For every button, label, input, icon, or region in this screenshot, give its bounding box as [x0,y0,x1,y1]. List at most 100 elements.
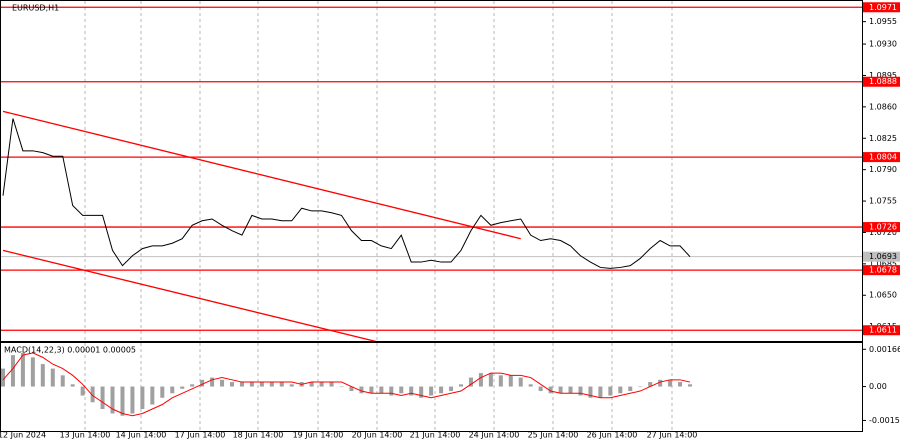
histogram-bar [678,382,683,387]
level-label: 1.0888 [869,77,897,86]
x-tick-label: 24 Jun 14:00 [469,431,520,440]
y-tick-label: 1.0650 [869,291,897,300]
level-label-box [863,152,900,163]
level-label-box [863,2,900,13]
current-price-label: 1.0693 [869,252,897,261]
histogram-bar [608,386,613,396]
histogram-bar [200,379,205,387]
histogram-bar [190,384,195,387]
histogram-bar [40,364,45,387]
histogram-bar [30,357,35,387]
y-tick-label: 1.0895 [869,71,897,80]
x-tick-label: 19 Jun 14:00 [293,431,344,440]
histogram-bar [508,375,513,387]
histogram-bar [10,355,15,387]
histogram-bar [468,377,473,387]
histogram-bar [548,386,553,394]
histogram-bar [359,386,364,394]
price-line [2,118,691,269]
histogram-bar [140,386,145,409]
trend-line [2,249,377,341]
level-label: 1.0726 [869,223,897,232]
histogram-bar [50,368,55,387]
level-label: 1.0804 [869,153,897,162]
y-tick-label: 1.0825 [869,134,897,143]
x-tick-label: 26 Jun 14:00 [587,431,638,440]
histogram-bar [459,384,463,387]
histogram-bar [638,386,643,388]
histogram-bar [498,375,503,387]
histogram-bar [100,386,105,409]
y-tick-label: 1.0930 [869,40,897,49]
histogram-bar [60,375,65,387]
histogram-bar [429,386,434,396]
histogram-bar [269,382,274,387]
histogram-bar [538,386,543,392]
histogram-bar [618,386,623,394]
x-tick-label: 21 Jun 14:00 [410,431,461,440]
histogram-bar [628,386,633,392]
main-panel [0,0,863,342]
level-label-box [863,76,900,87]
histogram-bar [349,386,354,392]
histogram-bar [319,382,324,387]
histogram-bar [439,386,444,394]
histogram-bar [578,386,583,396]
x-tick-label: 13 Jun 14:00 [60,431,111,440]
y-tick-label: 1.0860 [869,102,897,111]
histogram-bar [160,386,165,398]
histogram-bar [279,382,284,387]
histogram-bar [449,386,454,392]
histogram-bar [210,377,215,387]
histogram-bar [399,386,404,394]
histogram-bar [658,379,663,387]
y-tick-label: 1.0685 [869,259,897,268]
main-plot [1,6,862,341]
macd-title: MACD(14,22,3) 0.00001 0.00005 [4,346,136,355]
current-price-box [863,251,900,262]
macd-plot [1,352,692,417]
chart-title: EURUSD,H1 [12,4,59,13]
y-tick-label: 1.0790 [869,165,897,174]
histogram-bar [120,386,125,416]
y-tick-label: 0.00166 [869,345,900,354]
level-label: 1.0611 [869,326,897,335]
y-tick-label: 1.0955 [869,17,897,26]
histogram-bar [259,382,264,387]
y-tick-label: 0.00 [869,382,887,391]
histogram-bar [220,379,225,387]
histogram-bar [70,384,75,387]
histogram-bar [150,386,155,405]
signal-line [2,352,691,417]
level-label: 1.0971 [869,3,897,12]
histogram-bar [409,386,414,396]
histogram-bar [518,377,523,387]
y-tick-label: 1.0755 [869,197,897,206]
histogram-bar [369,386,374,394]
y-tick-label: -0.00151 [869,416,900,425]
histogram-bar [239,382,244,387]
histogram-bar [180,386,185,389]
histogram-bar [170,386,175,394]
histogram-bar [688,384,692,387]
x-tick-label: 25 Jun 14:00 [528,431,579,440]
histogram-bar [289,384,294,387]
x-tick-label: 14 Jun 14:00 [116,431,167,440]
histogram-bar [528,384,533,387]
histogram-bar [1,368,5,387]
histogram-bar [668,379,673,387]
level-label-box [863,325,900,336]
histogram-bar [568,386,573,394]
histogram-bar [558,386,563,394]
histogram-bar [379,386,384,394]
x-tick-label: 17 Jun 14:00 [175,431,226,440]
histogram-bar [389,386,394,396]
histogram-bar [20,352,25,387]
histogram-bar [478,373,483,387]
histogram-bar [90,386,95,403]
histogram-bar [329,382,334,387]
histogram-bar [230,382,234,387]
histogram-bar [110,386,115,414]
